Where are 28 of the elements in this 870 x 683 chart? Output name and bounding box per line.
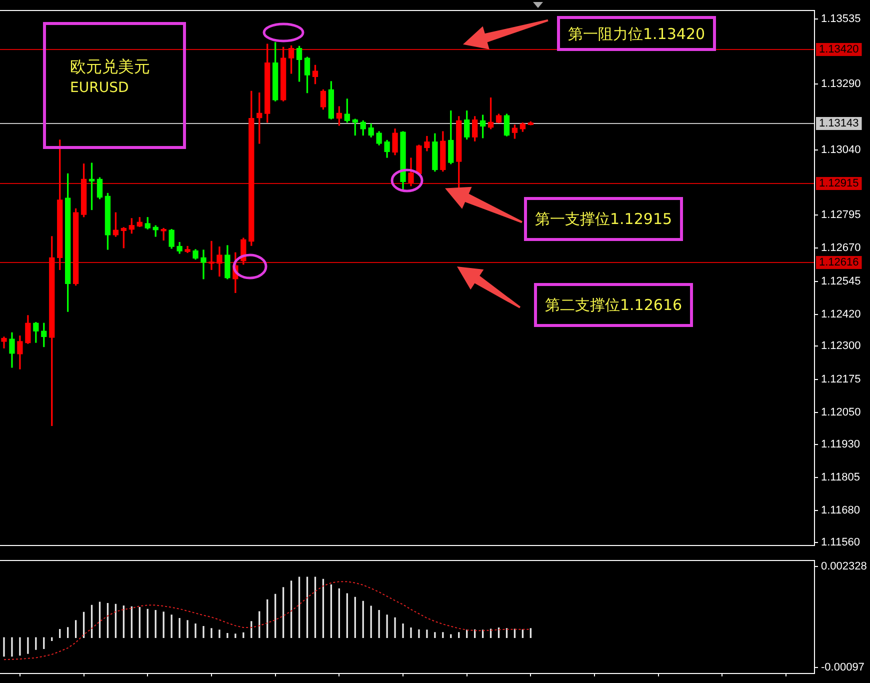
y-tick-label: 1.12050	[821, 406, 861, 419]
y-tick-label: 1.13290	[821, 78, 861, 90]
y-tick-label: 1.11805	[821, 471, 860, 484]
y-tick-label: 0.002328	[821, 560, 867, 572]
ref-line-label: 1.12915	[819, 178, 859, 190]
candlestick	[208, 240, 214, 270]
y-tick-label: 1.11930	[821, 438, 860, 450]
annotation: 第二支撑位1.12616	[545, 296, 682, 314]
y-tick-label: 1.12420	[821, 308, 861, 320]
y-tick-label: 1.11680	[821, 504, 860, 517]
ref-line-label: 1.13143	[819, 118, 859, 130]
ref-line-label: 1.12616	[819, 256, 859, 269]
y-tick-label: 1.12175	[821, 373, 861, 386]
text: 欧元兑美元	[70, 57, 150, 78]
ref-line-label: 1.13420	[819, 44, 859, 56]
y-tick-label: 1.13040	[821, 144, 861, 156]
y-tick-label: 1.12670	[821, 242, 861, 254]
y-tick-label: 1.11560	[821, 536, 860, 548]
y-tick-label: 1.12300	[821, 340, 861, 352]
y-tick-label: 1.12545	[821, 275, 861, 288]
y-tick-label: -0.00097	[821, 661, 864, 674]
annotation: 第一阻力位1.13420	[568, 24, 706, 42]
y-tick-label: 1.13535	[821, 12, 861, 25]
line-series	[3, 581, 532, 660]
y-tick-label: 1.12795	[821, 209, 861, 222]
candlestick	[200, 250, 206, 280]
annotation: 第一支撑位1.12915	[535, 210, 672, 228]
text: EURUSD	[70, 80, 129, 96]
